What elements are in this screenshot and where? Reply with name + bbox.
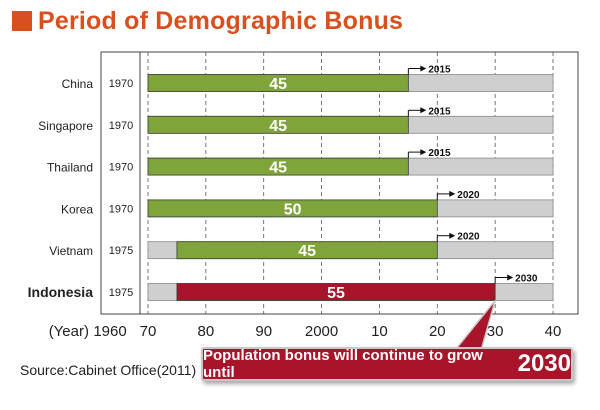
country-label: Korea bbox=[61, 202, 93, 216]
country-label: Vietnam bbox=[49, 244, 93, 258]
bonus-bar bbox=[147, 115, 409, 134]
end-year-label: 2030 bbox=[515, 274, 538, 285]
bonus-bar bbox=[147, 157, 409, 176]
end-year-label: 2020 bbox=[457, 232, 480, 243]
end-year-label: 2015 bbox=[428, 148, 451, 159]
x-tick-label: 90 bbox=[255, 323, 272, 340]
end-marker-arrowhead bbox=[507, 274, 514, 281]
x-axis-prefix: (Year) bbox=[49, 323, 89, 340]
plot-frame bbox=[100, 51, 579, 315]
x-tick-label: 30 bbox=[487, 323, 504, 340]
duration-label: 45 bbox=[269, 118, 287, 135]
x-tick-label: 10 bbox=[371, 323, 388, 340]
title-marker-icon bbox=[12, 11, 32, 31]
bonus-bar bbox=[147, 74, 409, 92]
chart-title-text: Period of Demographic Bonus bbox=[38, 6, 404, 35]
start-year-label: 1970 bbox=[109, 162, 133, 174]
end-marker-arrowhead bbox=[420, 107, 427, 114]
duration-label: 45 bbox=[269, 160, 287, 177]
callout-banner: Population bonus will continue to grow u… bbox=[201, 347, 573, 381]
x-tick-label: 1960 bbox=[93, 323, 126, 340]
source-note: Source:Cabinet Office(2011) bbox=[20, 362, 197, 378]
x-tick-label: 20 bbox=[429, 323, 446, 340]
end-year-label: 2020 bbox=[457, 190, 480, 201]
end-marker-arrowhead bbox=[420, 149, 427, 156]
country-label: Singapore bbox=[38, 119, 93, 133]
start-year-label: 1970 bbox=[109, 203, 133, 215]
x-tick-label: 40 bbox=[545, 323, 562, 340]
duration-label: 45 bbox=[269, 76, 287, 93]
x-tick-label: 2000 bbox=[305, 323, 338, 340]
duration-label: 55 bbox=[327, 285, 345, 302]
bonus-bar bbox=[147, 199, 438, 218]
bonus-bar bbox=[176, 283, 496, 301]
start-year-label: 1975 bbox=[109, 245, 133, 257]
end-year-label: 2015 bbox=[428, 106, 451, 117]
duration-label: 50 bbox=[284, 201, 302, 218]
country-label: China bbox=[62, 77, 94, 91]
country-label: Indonesia bbox=[28, 284, 94, 300]
end-marker-arrowhead bbox=[449, 190, 456, 197]
chart-title: Period of Demographic Bonus bbox=[12, 6, 403, 36]
bonus-bar bbox=[176, 241, 438, 260]
x-tick-label: 70 bbox=[140, 323, 157, 340]
start-year-label: 1975 bbox=[109, 287, 133, 299]
duration-label: 45 bbox=[298, 243, 316, 260]
start-year-label: 1970 bbox=[109, 120, 133, 132]
country-label: Thailand bbox=[47, 161, 93, 175]
start-year-label: 1970 bbox=[109, 78, 133, 90]
callout-year: 2030 bbox=[517, 350, 571, 377]
end-marker-arrowhead bbox=[449, 232, 456, 239]
callout-text: Population bonus will continue to grow u… bbox=[203, 347, 483, 381]
end-marker-arrowhead bbox=[420, 65, 427, 72]
x-tick-label: 80 bbox=[198, 323, 215, 340]
end-year-label: 2015 bbox=[428, 65, 451, 76]
